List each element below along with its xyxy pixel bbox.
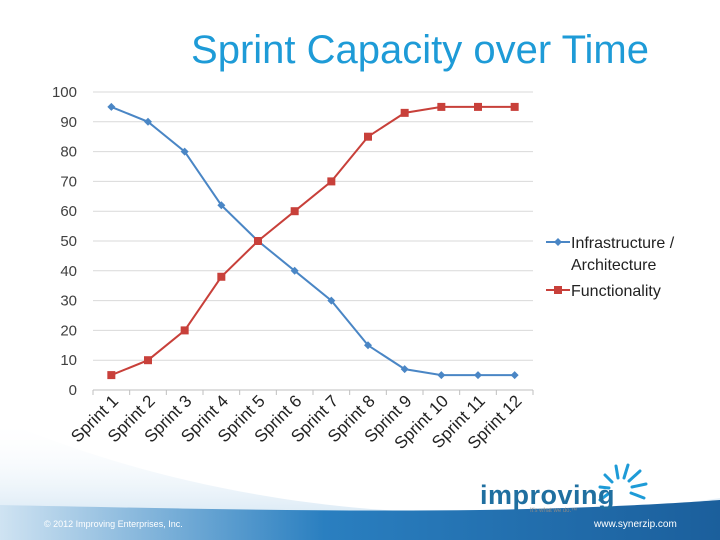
copyright-text: © 2012 Improving Enterprises, Inc.: [44, 519, 183, 529]
data-point-marker: [510, 102, 519, 111]
data-point-marker: [327, 177, 336, 186]
y-tick-label: 70: [60, 173, 77, 190]
data-point-marker: [400, 108, 409, 117]
y-axis-tick-labels: 0 10 20 30 40 50 60 70 80 90 100: [52, 84, 77, 399]
data-point-marker: [290, 207, 299, 216]
data-point-marker: [217, 201, 226, 210]
y-tick-label: 50: [60, 233, 77, 250]
data-point-marker: [107, 102, 116, 111]
data-point-marker: [107, 371, 116, 380]
data-point-marker: [474, 102, 482, 111]
data-point-marker: [437, 102, 446, 111]
y-tick-label: 90: [60, 114, 77, 131]
slide-title: Sprint Capacity over Time: [191, 28, 649, 72]
series-line-2: [110, 105, 515, 377]
logo-wordmark: improving: [480, 480, 616, 510]
gridlines: [93, 91, 533, 391]
legend: Infrastructure / Architecture Functionalit…: [546, 235, 675, 300]
data-point-marker: [180, 147, 189, 156]
y-tick-label: 80: [60, 144, 77, 161]
series-lines: [107, 102, 519, 380]
data-point-marker: [144, 117, 152, 126]
legend-marker: [554, 238, 562, 246]
website-url: www.synerzip.com: [594, 519, 677, 530]
legend-marker: [554, 286, 562, 294]
legend-label: Infrastructure /: [571, 235, 675, 252]
data-point-marker: [254, 237, 262, 245]
y-tick-label: 60: [60, 203, 77, 220]
data-point-marker: [180, 326, 189, 335]
data-point-marker: [364, 132, 372, 141]
data-point-marker: [327, 296, 336, 305]
y-tick-label: 40: [60, 263, 77, 280]
data-point-marker: [400, 365, 409, 374]
y-tick-label: 20: [60, 322, 77, 339]
y-tick-label: 100: [52, 84, 77, 101]
y-tick-label: 10: [60, 352, 77, 369]
y-tick-label: 0: [69, 382, 77, 399]
series-line-1: [110, 105, 515, 377]
improving-logo: improving It's what we do.™: [478, 460, 678, 520]
logo-tagline: It's what we do.™: [530, 508, 578, 514]
data-point-marker: [437, 371, 446, 380]
y-tick-label: 30: [60, 293, 77, 310]
legend-label: Functionality: [571, 283, 661, 300]
data-point-marker: [364, 341, 372, 350]
data-point-marker: [474, 371, 482, 380]
data-point-marker: [144, 356, 152, 365]
data-point-marker: [510, 371, 519, 380]
data-point-marker: [217, 272, 226, 281]
sunburst-icon: [598, 463, 648, 502]
data-point-marker: [290, 266, 299, 275]
legend-label: Architecture: [571, 257, 656, 274]
